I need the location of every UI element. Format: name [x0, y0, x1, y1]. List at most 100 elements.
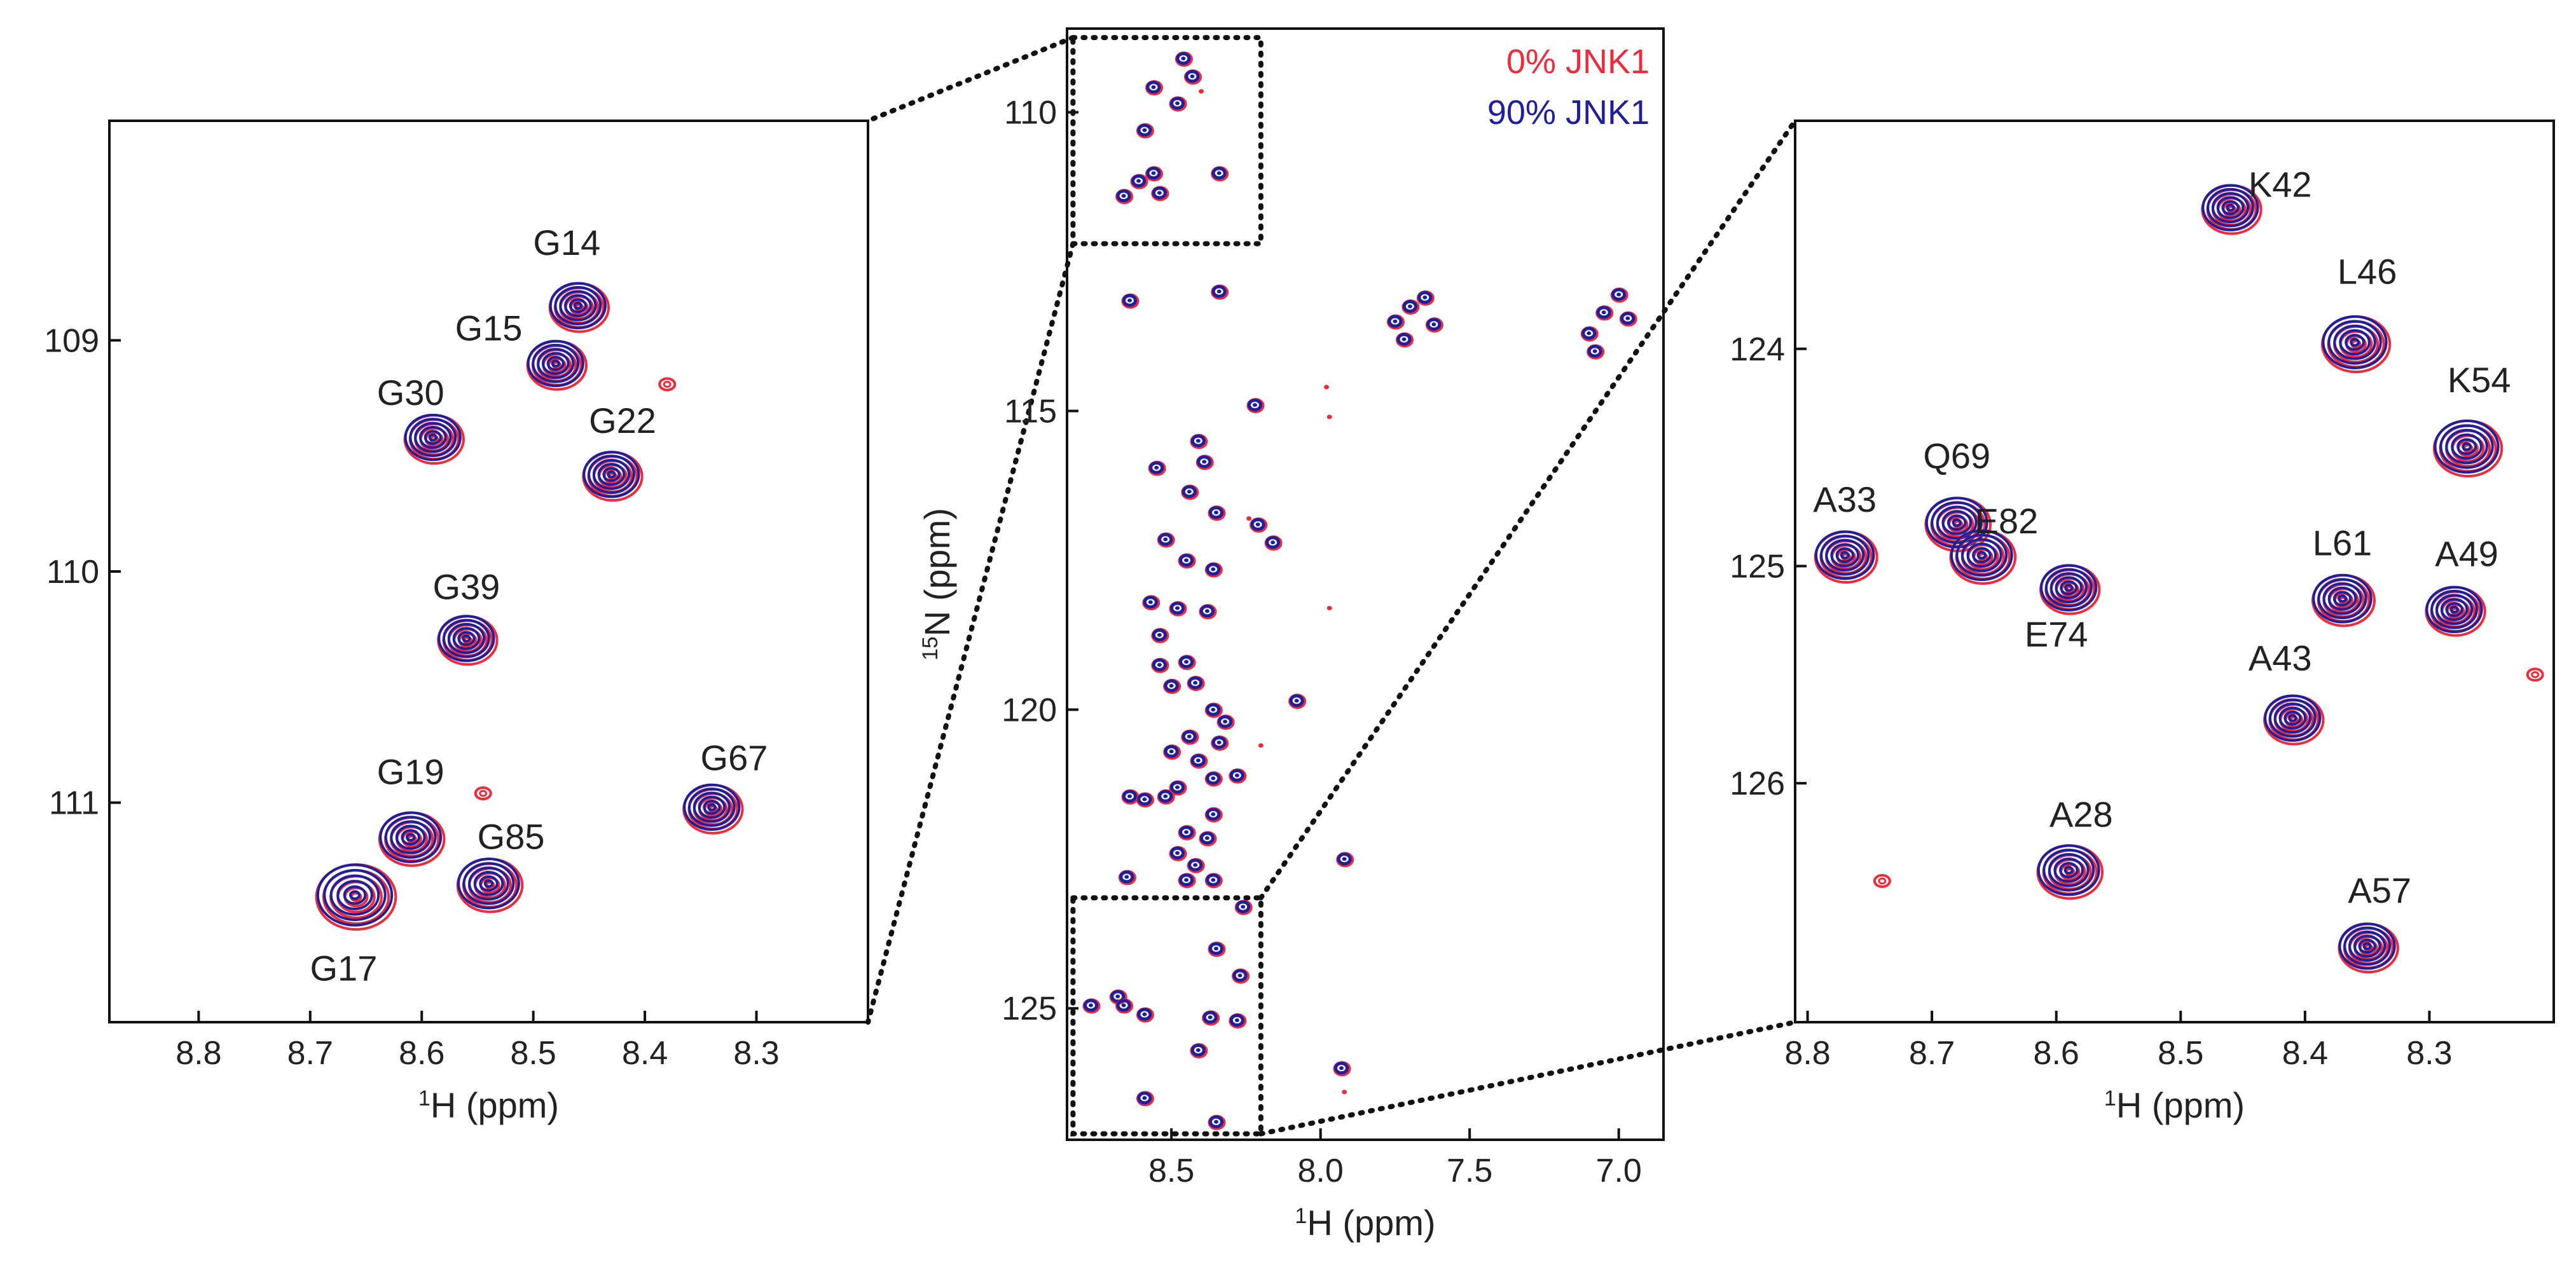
peak [1136, 1091, 1154, 1107]
peak [1204, 702, 1223, 718]
peak [1130, 174, 1148, 189]
peak [1216, 715, 1235, 730]
peak [1402, 299, 1420, 315]
y-tick-label: 125 [1002, 990, 1057, 1027]
minor-peak [1324, 385, 1330, 390]
peak [1145, 80, 1164, 96]
peak [1187, 858, 1205, 873]
peak [1169, 845, 1187, 861]
peak [1202, 1010, 1220, 1026]
peak [1229, 768, 1247, 784]
y-tick-label: 124 [1730, 331, 1785, 368]
middle-panel-frame [1066, 27, 1665, 1141]
peak [1204, 562, 1223, 578]
peak [1121, 293, 1140, 309]
peak [1178, 825, 1196, 841]
peak [1190, 1043, 1208, 1059]
connector-bottom-right-upper [1258, 118, 1798, 901]
peak-label-G19: G19 [377, 752, 444, 792]
peak [1115, 189, 1134, 205]
peak [1232, 968, 1250, 984]
middle-x-axis-label-main: H (ppm) [1307, 1203, 1435, 1243]
legend-bound-label: 90% JNK1 [1487, 93, 1650, 132]
y-tick-label: 109 [44, 322, 99, 359]
x-tick-label: 8.3 [733, 1035, 779, 1072]
peak-A28 [2036, 844, 2104, 900]
peak [1178, 873, 1196, 889]
minor-peak [1199, 89, 1204, 94]
right-x-axis-label-sup: 1 [2104, 1086, 2116, 1111]
peak [1163, 678, 1181, 694]
y-tick-label: 125 [1730, 548, 1785, 585]
peak [1386, 314, 1405, 330]
left-y-ticks: 109 110 111 [44, 322, 121, 822]
peak [1174, 51, 1193, 67]
peak [1208, 941, 1226, 957]
peak [1211, 735, 1229, 751]
peak [1234, 899, 1253, 915]
left-x-axis-label: 1H (ppm) [418, 1085, 559, 1125]
peak [1136, 123, 1154, 139]
peak [1208, 505, 1226, 521]
peak-A33 [1814, 530, 1878, 584]
peak-K54 [2432, 420, 2504, 478]
middle-y-axis-label-main: N (ppm) [917, 508, 957, 636]
peak-label-K42: K42 [2249, 165, 2312, 205]
peak-G85 [456, 858, 524, 913]
peak-label-G17: G17 [310, 948, 377, 988]
right-peaks [1814, 184, 2544, 974]
peak-G19 [378, 811, 446, 867]
peak-label-Q69: Q69 [1923, 436, 1990, 476]
peak [1264, 535, 1283, 551]
peak-label-A43: A43 [2249, 638, 2312, 678]
minor-peak [1342, 1090, 1347, 1095]
x-tick-label: 8.5 [2158, 1035, 2203, 1072]
y-tick-label: 120 [1002, 692, 1057, 728]
peak [1416, 290, 1435, 306]
zoom-connectors [865, 35, 1798, 1137]
right-x-ticks: 8.8 8.7 8.6 8.5 8.4 8.3 [1784, 1011, 2453, 1072]
x-tick-label: 8.8 [176, 1035, 221, 1072]
peak [1250, 517, 1268, 533]
middle-y-axis-label: 15N (ppm) [917, 508, 957, 660]
peak [1246, 398, 1265, 414]
zoom-box-glycine-region [1070, 35, 1264, 247]
peak-E74 [2039, 564, 2101, 615]
peak-label-A28: A28 [2049, 794, 2113, 834]
peak-label-G39: G39 [432, 567, 500, 607]
x-tick-label: 8.6 [2034, 1035, 2079, 1072]
peak [1619, 311, 1637, 327]
x-tick-label: 8.7 [1909, 1035, 1955, 1072]
peak [1580, 326, 1599, 342]
peak-K42 [2201, 184, 2263, 235]
left-x-ticks: 8.8 8.7 8.6 8.5 8.4 8.3 [176, 1011, 780, 1072]
peak [1195, 455, 1214, 470]
peak-label-A33: A33 [1813, 479, 1877, 519]
peak [1151, 186, 1169, 202]
peak [1204, 873, 1223, 889]
left-x-axis-label-sup: 1 [418, 1086, 430, 1111]
peak-label-G22: G22 [589, 400, 656, 441]
peak [1181, 484, 1199, 500]
peak [1610, 287, 1629, 303]
peak-label-G14: G14 [533, 222, 600, 263]
right-zoom-panel: K42 L46 K54 Q69 A33 E82 E74 L61 A49 A43 A28 A57 8.8… [1730, 120, 2555, 1125]
peak-E82 [1949, 529, 2017, 585]
peak [1169, 780, 1187, 796]
peak [1190, 434, 1208, 449]
x-tick-label: 8.5 [1148, 1152, 1194, 1189]
x-tick-label: 7.5 [1447, 1152, 1492, 1189]
peak [1190, 753, 1208, 769]
minor-peak [474, 786, 492, 801]
middle-y-axis-label-sup: 15 [918, 636, 942, 660]
peak [1121, 789, 1140, 805]
connector-bottom-right-lower [1258, 1020, 1798, 1137]
middle-zoom-boxes [1070, 35, 1264, 1137]
peak [1595, 305, 1614, 321]
x-tick-label: 8.8 [1784, 1035, 1830, 1072]
peak [1157, 532, 1175, 548]
peak [1395, 332, 1414, 348]
connector-top-left-upper [865, 35, 1076, 123]
x-tick-label: 8.3 [2406, 1035, 2452, 1072]
